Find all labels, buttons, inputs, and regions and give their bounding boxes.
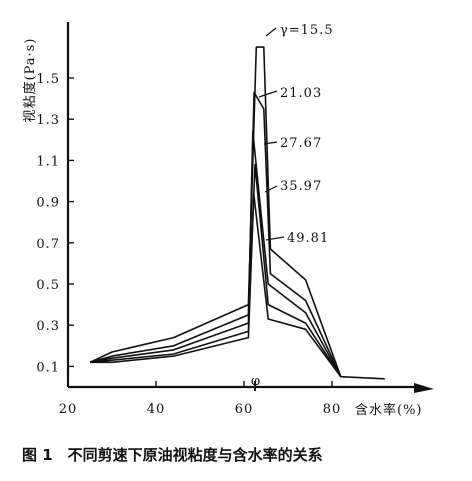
- x-tick-label: 40: [147, 402, 166, 417]
- series-line: [90, 192, 342, 378]
- y-tick-label: 0.1: [36, 360, 60, 375]
- tick-marks: 0.1 0.3 0.5 0.7 0.9 1.1 1.3 1.5 20 40 60 80: [36, 72, 342, 417]
- y-tick-label: 0.5: [36, 278, 60, 293]
- series-line: [89, 163, 342, 378]
- label-layer: γ=15.5 21.03 27.67 35.97 49.81: [280, 23, 334, 246]
- y-tick-label: 1.5: [36, 72, 60, 87]
- series-layer: [89, 46, 385, 380]
- series-line: [89, 130, 342, 378]
- series-label: 27.67: [280, 136, 322, 151]
- x-tick-label: 20: [59, 402, 78, 417]
- series-label: γ=15.5: [280, 23, 334, 38]
- series-line: [89, 46, 385, 380]
- series-leader-line: [263, 141, 278, 145]
- label-leaders: [258, 27, 285, 241]
- x-tick-label: 60: [235, 402, 254, 417]
- y-tick-label: 1.1: [36, 154, 60, 169]
- series-label: 35.97: [280, 179, 322, 194]
- series-leader-line: [265, 236, 285, 241]
- x-axis-label: 含水率(%): [355, 402, 423, 418]
- y-tick-label: 0.7: [36, 237, 60, 252]
- series-label: 21.03: [280, 86, 322, 101]
- y-tick-label: 0.9: [36, 196, 60, 211]
- y-tick-label: 1.3: [36, 113, 60, 128]
- y-tick-label: 0.3: [36, 319, 60, 334]
- series-label: 49.81: [287, 231, 329, 246]
- series-leader-line: [258, 90, 278, 98]
- phi-marker-label: φ: [251, 374, 261, 389]
- series-leader-line: [264, 185, 278, 193]
- figure-caption: 图 1 不同剪速下原油视粘度与含水率的关系: [22, 446, 323, 464]
- series-line: [89, 91, 342, 378]
- series-leader-line: [265, 27, 277, 37]
- x-axis-arrow: [414, 383, 434, 393]
- y-axis-label: 视粘度(Pa·s): [22, 38, 38, 123]
- x-tick-label: 80: [323, 402, 342, 417]
- chart-axes: [66, 22, 434, 393]
